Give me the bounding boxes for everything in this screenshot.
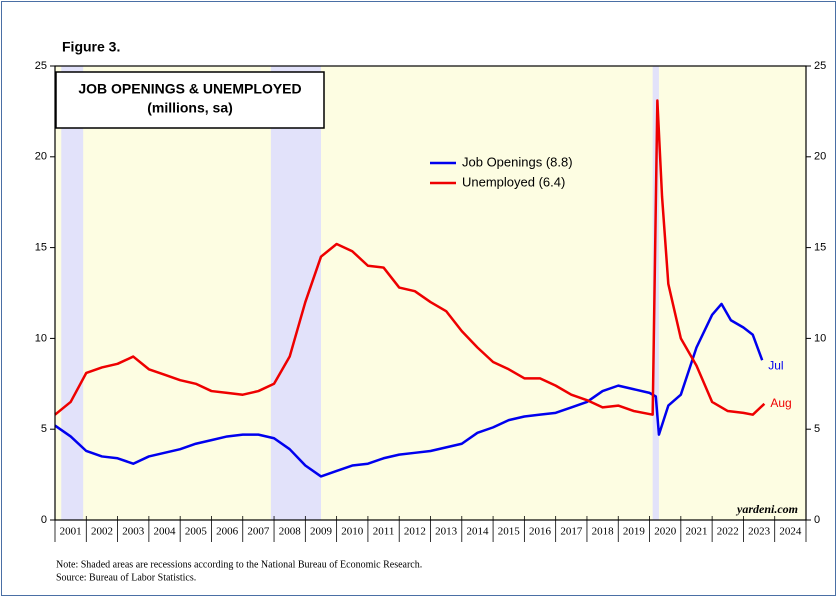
y2-tick-label: 10 [814,332,826,344]
end-label: Aug [770,396,791,410]
y-tick-label: 15 [35,242,47,254]
x-tick-label: 2013 [435,526,458,538]
note: Note: Shaded areas are recessions accord… [56,559,422,570]
x-tick-label: 2014 [466,526,489,538]
y2-tick-label: 25 [814,60,826,72]
chart-title: JOB OPENINGS & UNEMPLOYED [78,81,301,97]
x-tick-label: 2008 [279,526,302,538]
title-box [55,71,325,129]
x-tick-label: 2009 [310,526,333,538]
end-label: Jul [768,358,783,372]
y-tick-label: 10 [35,332,47,344]
x-tick-label: 2015 [498,526,521,538]
x-tick-label: 2018 [592,526,615,538]
y2-tick-label: 15 [814,242,826,254]
recession-band [652,66,659,520]
x-tick-label: 2004 [154,526,177,538]
x-tick-label: 2024 [779,526,802,538]
x-tick-label: 2020 [654,526,677,538]
x-tick-label: 2019 [623,526,646,538]
y-tick-label: 5 [41,423,47,435]
y-tick-label: 25 [35,60,47,72]
series-line [54,302,764,478]
figure-label: Figure 3. [62,39,120,55]
x-tick-label: 2017 [560,526,583,538]
chart-subtitle: (millions, sa) [147,100,233,116]
plot-background [55,66,806,520]
x-tick-label: 2005 [185,526,208,538]
source: Source: Bureau of Labor Statistics. [56,572,196,583]
x-tick-label: 2002 [91,526,113,538]
y2-tick-label: 0 [814,514,820,526]
y2-tick-label: 20 [814,151,826,163]
x-tick-label: 2011 [373,526,395,538]
x-tick-label: 2001 [60,526,82,538]
watermark: yardeni.com [735,502,798,516]
x-tick-label: 2021 [685,526,707,538]
x-tick-label: 2003 [122,526,145,538]
series-line [54,99,766,416]
legend-label: Unemployed (6.4) [462,174,565,189]
y-tick-label: 20 [35,151,47,163]
x-tick-label: 2012 [404,526,426,538]
x-tick-label: 2010 [341,526,364,538]
legend-label: Job Openings (8.8) [462,154,573,169]
recession-band [270,66,321,520]
x-tick-label: 2022 [717,526,739,538]
recession-band [61,66,84,520]
plot-frame [54,65,807,521]
x-tick-label: 2016 [529,526,552,538]
y2-tick-label: 5 [814,423,820,435]
y-tick-label: 0 [41,514,47,526]
x-tick-label: 2023 [748,526,771,538]
x-tick-label: 2007 [247,526,270,538]
x-tick-label: 2006 [216,526,239,538]
